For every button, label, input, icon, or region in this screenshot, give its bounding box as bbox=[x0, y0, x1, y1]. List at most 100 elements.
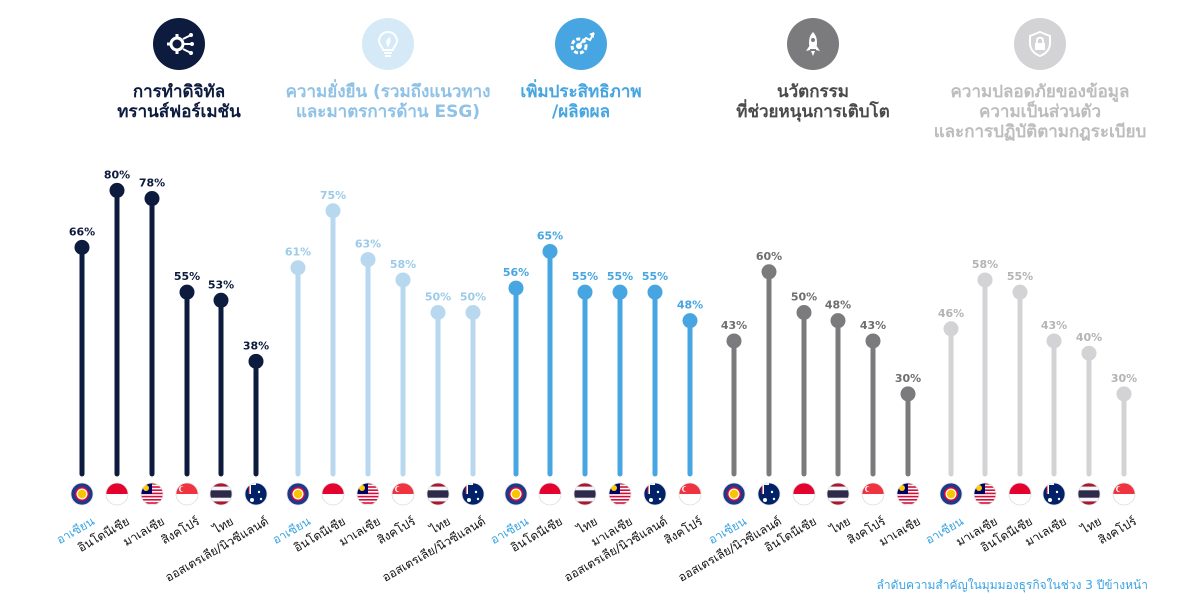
lollipop-dot bbox=[761, 264, 777, 280]
lollipop-dot bbox=[1116, 386, 1132, 402]
flag-malaysia-icon bbox=[896, 482, 920, 506]
flag-thailand-icon bbox=[573, 482, 597, 506]
flag-asean-icon bbox=[70, 482, 94, 506]
value-label: 55% bbox=[174, 270, 200, 283]
lollipop-dot bbox=[430, 305, 446, 320]
lollipop-dot bbox=[612, 284, 628, 300]
value-label: 55% bbox=[642, 270, 668, 283]
lollipop-dot bbox=[865, 333, 881, 349]
lollipop-dot bbox=[943, 321, 959, 337]
value-label: 43% bbox=[721, 319, 747, 332]
value-label: 60% bbox=[756, 250, 782, 263]
flag-border bbox=[678, 482, 702, 506]
value-label: 50% bbox=[791, 291, 817, 304]
flag-australia-icon bbox=[757, 482, 781, 506]
category-group: 46%อาเซียน58%มาเลเซีย55%อินโดนีเซีย43%มา… bbox=[923, 258, 1139, 555]
lollipop-dot bbox=[1081, 345, 1097, 361]
lightbulb-leaf-icon bbox=[362, 18, 414, 70]
flag-border bbox=[356, 482, 380, 506]
gear-arrow-icon bbox=[555, 18, 607, 70]
value-label: 50% bbox=[460, 291, 486, 304]
category-header-digital: การทำดิจิทัล ทรานส์ฟอร์เมชัน bbox=[74, 8, 284, 122]
flag-thailand-icon bbox=[209, 482, 233, 506]
value-label: 58% bbox=[390, 258, 416, 271]
lollipop-dot bbox=[248, 353, 264, 369]
flag-indonesia-icon bbox=[538, 482, 562, 506]
flag-border bbox=[643, 482, 667, 506]
value-label: 55% bbox=[1007, 270, 1033, 283]
flag-asean-icon bbox=[286, 482, 310, 506]
value-label: 43% bbox=[1041, 319, 1067, 332]
flag-border bbox=[140, 482, 164, 506]
value-label: 63% bbox=[355, 238, 381, 251]
gear-network-icon bbox=[153, 18, 205, 70]
category-title: ความปลอดภัยของข้อมูล ความเป็นส่วนตัว และกา… bbox=[933, 82, 1147, 142]
value-label: 48% bbox=[677, 299, 703, 312]
lollipop-dot bbox=[325, 203, 341, 219]
flag-thailand-icon bbox=[1077, 482, 1101, 506]
flag-border bbox=[538, 482, 562, 506]
category-group: 56%อาเซียน65%อินโดนีเซีย55%ไทย55%มาเลเซี… bbox=[488, 229, 705, 584]
value-label: 55% bbox=[607, 270, 633, 283]
value-label: 43% bbox=[860, 319, 886, 332]
flag-border bbox=[426, 482, 450, 506]
category-header-sustainability: ความยั่งยืน (รวมถึงแนวทาง และมาตรการด้าน … bbox=[283, 8, 493, 122]
lollipop-dot bbox=[74, 239, 90, 255]
lollipop-dot bbox=[900, 386, 916, 402]
category-header-productivity: เพิ่มประสิทธิภาพ/ผลิตผล bbox=[476, 8, 686, 122]
flag-border bbox=[573, 482, 597, 506]
value-label: 80% bbox=[104, 168, 130, 181]
flag-australia-icon bbox=[461, 482, 485, 506]
flag-malaysia-icon bbox=[356, 482, 380, 506]
flag-border bbox=[861, 482, 885, 506]
flag-malaysia-icon bbox=[973, 482, 997, 506]
value-label: 53% bbox=[208, 278, 234, 291]
lollipop-dot bbox=[682, 313, 698, 329]
flag-australia-icon bbox=[244, 482, 268, 506]
lollipop-dot bbox=[977, 272, 993, 288]
shield-lock-icon bbox=[1014, 18, 1066, 70]
flag-border bbox=[286, 482, 310, 506]
flag-border bbox=[826, 482, 850, 506]
flag-border bbox=[792, 482, 816, 506]
lollipop-dot bbox=[577, 284, 593, 300]
lollipop-dot bbox=[830, 313, 846, 329]
country-label: สิงคโปร์ bbox=[375, 514, 419, 547]
value-label: 65% bbox=[537, 229, 563, 242]
flag-australia-icon bbox=[1042, 482, 1066, 506]
country-label: สิงคโปร์ bbox=[1096, 514, 1140, 547]
country-label: สิงคโปร์ bbox=[159, 514, 203, 547]
flag-malaysia-icon bbox=[608, 482, 632, 506]
footnote: ลำดับความสำคัญในมุมมองธุรกิจในช่วง 3 ปีข… bbox=[876, 578, 1149, 592]
lollipop-dot bbox=[508, 280, 524, 296]
flag-singapore-icon bbox=[391, 482, 415, 506]
value-label: 38% bbox=[243, 339, 269, 352]
category-group: 66%อาเซียน80%อินโดนีเซีย78%มาเลเซีย55%สิ… bbox=[54, 168, 271, 584]
flag-border bbox=[1077, 482, 1101, 506]
flag-singapore-icon bbox=[678, 482, 702, 506]
flag-asean-icon bbox=[722, 482, 746, 506]
flag-thailand-icon bbox=[826, 482, 850, 506]
value-label: 50% bbox=[425, 291, 451, 304]
category-group: 61%อาเซียน75%อินโดนีเซีย63%มาเลเซีย58%สิ… bbox=[270, 189, 488, 585]
rocket-icon bbox=[787, 18, 839, 70]
lollipop-dot bbox=[395, 272, 411, 288]
category-title: เพิ่มประสิทธิภาพ/ผลิตผล bbox=[520, 82, 642, 122]
country-label: สิงคโปร์ bbox=[662, 514, 706, 547]
lollipop-dot bbox=[144, 191, 160, 207]
flag-border bbox=[608, 482, 632, 506]
flag-singapore-icon bbox=[175, 482, 199, 506]
lollipop-dot bbox=[542, 243, 558, 259]
flag-border bbox=[973, 482, 997, 506]
value-label: 58% bbox=[972, 258, 998, 271]
flag-border bbox=[1042, 482, 1066, 506]
value-label: 56% bbox=[503, 266, 529, 279]
lollipop-dot bbox=[213, 292, 229, 308]
flag-border bbox=[209, 482, 233, 506]
value-label: 66% bbox=[69, 225, 95, 238]
flag-indonesia-icon bbox=[792, 482, 816, 506]
flag-singapore-icon bbox=[1112, 482, 1136, 506]
flag-border bbox=[461, 482, 485, 506]
flag-singapore-icon bbox=[861, 482, 885, 506]
